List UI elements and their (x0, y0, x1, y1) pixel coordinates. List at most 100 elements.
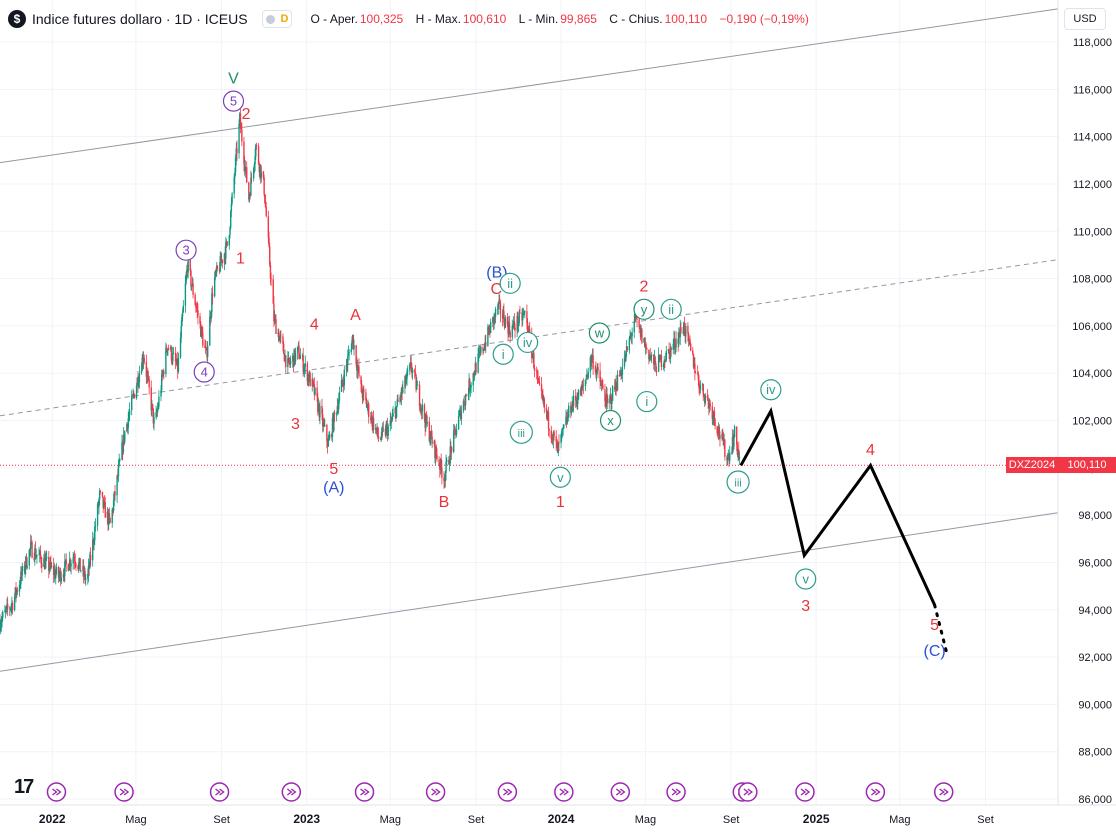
candle-body (703, 394, 705, 397)
candle-body (64, 561, 66, 576)
tradingview-logo[interactable]: 17 (14, 776, 34, 798)
candle-body (385, 426, 387, 436)
candle-body (288, 357, 290, 363)
candle-body (345, 364, 348, 370)
candle-body (273, 317, 276, 322)
candle-body (674, 347, 677, 349)
price-tick-label: 90,000 (1078, 699, 1112, 711)
event-arrow-icon (502, 788, 513, 796)
candle-body (231, 193, 233, 204)
status-dot-icon (265, 14, 275, 24)
candle-body (389, 420, 392, 427)
candle-body (196, 308, 198, 311)
candle-body (78, 562, 80, 570)
candle-body (187, 259, 189, 273)
candle-body (360, 376, 362, 384)
candle-body (467, 394, 470, 396)
candle-body (93, 540, 95, 544)
candle-body (238, 123, 240, 154)
candle-body (89, 554, 91, 569)
wave-label: ii (668, 302, 674, 317)
candle-body (195, 304, 197, 308)
candle-body (487, 326, 489, 346)
candle-body (392, 413, 394, 417)
candle-body (4, 610, 6, 613)
price-axis[interactable]: 118,000 116,000 114,000 112,000 110,000 108,0… (1057, 0, 1116, 806)
low-label: L - Min. (518, 12, 559, 26)
candle-body (602, 385, 604, 390)
event-arrow-icon (743, 788, 754, 796)
candle-body (395, 405, 398, 418)
candle-body (581, 385, 584, 389)
candle-body (405, 379, 408, 384)
candle-body (648, 355, 651, 360)
candle-body (536, 372, 539, 378)
candle-body (195, 307, 198, 309)
candle-body (229, 211, 232, 228)
candle-body (216, 265, 219, 270)
candle-body (675, 338, 677, 348)
candle-body (5, 607, 7, 611)
candle-body (137, 377, 139, 386)
close-value: 100,110 (664, 12, 708, 26)
candle-body (633, 321, 635, 333)
candle-body (496, 308, 499, 310)
candle-body (570, 411, 573, 413)
candle-body (255, 145, 258, 147)
wave-label-circle (193, 361, 215, 383)
time-tick-label: Mag (380, 814, 401, 826)
candle-body (418, 384, 421, 407)
time-tick-label: 2022 (39, 812, 66, 826)
time-axis-bg (0, 805, 1116, 835)
candle-body (338, 400, 340, 410)
candle-body (574, 395, 577, 401)
candle-body (4, 610, 7, 611)
candle-body (59, 570, 62, 582)
time-tick-label: 2024 (548, 812, 575, 826)
low-value: 99,865 (560, 12, 597, 26)
candle-body (9, 608, 12, 610)
candle-body (347, 355, 349, 365)
candle-body (89, 554, 92, 561)
candle-body (57, 567, 60, 578)
wave-label-circle (222, 90, 245, 112)
candle-body (36, 554, 38, 557)
time-tick-label: Set (723, 814, 740, 826)
candle-body (380, 437, 382, 440)
candle-body (133, 393, 136, 399)
candle-body (20, 571, 22, 585)
time-axis[interactable]: 2022 Mag Set 2023 Mag Set 2024 Mag Set 2025 Mag Set (0, 804, 1116, 835)
candle-body (18, 584, 21, 592)
candle-body (328, 438, 330, 441)
candle-body (351, 340, 353, 350)
candle-body (108, 513, 111, 519)
event-arrow-icon (800, 788, 811, 796)
candle-body (508, 322, 511, 333)
candle-body (664, 360, 667, 362)
candle-body (347, 352, 350, 356)
candle-body (431, 436, 433, 445)
candle-body (595, 371, 598, 375)
candle-body (341, 379, 343, 383)
candle-body (533, 368, 536, 371)
candle-body (409, 363, 411, 372)
candle-body (377, 426, 379, 436)
currency-selector[interactable]: USD (1064, 8, 1106, 30)
symbol-title[interactable]: Indice futures dollaro · 1D · ICEUS (32, 11, 248, 27)
candle-body (626, 346, 628, 351)
candle-body (541, 391, 543, 396)
candle-body (533, 353, 535, 369)
candle-body (99, 490, 102, 492)
time-tick-label: Set (468, 814, 485, 826)
data-status-pill[interactable]: D (261, 10, 293, 28)
candle-body (285, 355, 287, 368)
candle-body (494, 309, 497, 318)
candle-body (150, 387, 152, 411)
candle-body (350, 349, 352, 353)
price-tick-label: 102,000 (1072, 416, 1112, 428)
wave-label: ii (507, 276, 513, 291)
candle-body (469, 387, 472, 390)
candle-body (523, 312, 525, 314)
candle-body (25, 556, 28, 568)
